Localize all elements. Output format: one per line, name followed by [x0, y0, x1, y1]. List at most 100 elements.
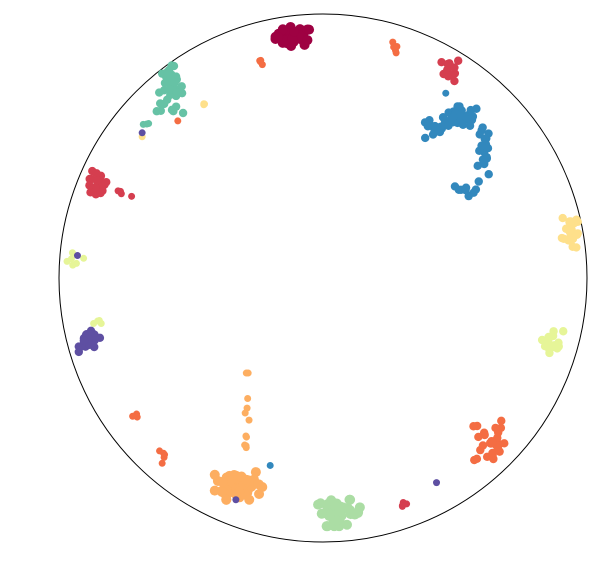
scatter-point — [209, 469, 220, 480]
scatter-point — [242, 432, 250, 440]
scatter-point — [67, 255, 75, 263]
scatter-point — [244, 395, 252, 403]
scatter-point — [128, 192, 136, 200]
scatter-point — [289, 26, 300, 37]
scatter-point — [170, 78, 179, 87]
scatter-point — [442, 89, 450, 97]
scatter-point — [85, 181, 94, 190]
scatter-point — [353, 507, 364, 517]
scatter-point — [537, 335, 547, 345]
scatter-point — [250, 467, 261, 478]
scatter-point — [461, 185, 470, 195]
scatter-point — [332, 515, 342, 526]
scatter-point — [225, 476, 236, 487]
scatter-point — [488, 448, 497, 458]
scatter-point — [159, 86, 169, 95]
scatter-point — [88, 166, 97, 176]
scatter-point — [160, 449, 168, 457]
scatter-point — [69, 261, 77, 269]
scatter-point — [472, 454, 482, 464]
scatter-point — [254, 489, 265, 500]
scatter-point — [158, 459, 166, 467]
points-layer — [63, 21, 582, 532]
scatter-point — [484, 170, 493, 179]
scatter-point — [403, 500, 411, 508]
scatter-point — [73, 252, 81, 260]
scatter-point — [341, 519, 352, 530]
scatter-point — [217, 476, 228, 487]
scatter-point — [174, 117, 182, 125]
scatter-point — [393, 42, 401, 50]
scatter-point — [96, 188, 105, 198]
scatter-point — [156, 99, 165, 108]
scatter-point — [302, 35, 313, 46]
scatter-point — [221, 494, 232, 505]
scatter-point — [482, 154, 492, 163]
scatter-point — [266, 461, 274, 469]
scatter-point — [244, 494, 255, 505]
scatter-point — [200, 101, 208, 109]
scatter-point — [450, 63, 459, 72]
scatter-point — [177, 82, 186, 91]
scatter-point — [444, 121, 453, 130]
scatter-point — [102, 177, 111, 187]
scatter-point — [471, 185, 481, 194]
scatter-point — [565, 226, 575, 235]
scatter-point — [493, 443, 503, 453]
scatter-point — [258, 61, 266, 69]
scatter-point — [334, 504, 345, 515]
scatter-point — [322, 521, 333, 532]
scatter-point — [491, 423, 500, 433]
scatter-point — [169, 107, 178, 116]
scatter-point — [428, 130, 438, 139]
scatter-point — [469, 422, 478, 431]
scatter-point — [455, 102, 464, 111]
scatter-point — [478, 441, 488, 450]
scatter-point — [230, 489, 241, 500]
scatter-point — [558, 213, 567, 223]
scatter-point — [345, 494, 356, 505]
scatter-point — [313, 499, 324, 510]
scatter-point — [242, 369, 250, 377]
scatter-point — [273, 32, 284, 43]
scatter-point — [216, 486, 227, 497]
scatter-point — [559, 327, 568, 336]
scatter-point — [458, 120, 468, 129]
scatter-point — [430, 121, 440, 131]
scatter-point — [466, 114, 476, 124]
scatter-point — [453, 56, 463, 65]
scatter-point — [247, 485, 255, 493]
scatter-point — [473, 161, 482, 171]
scatter-point — [129, 412, 137, 420]
scatter-point — [172, 88, 182, 97]
scatter-point — [449, 112, 458, 122]
scatter-point — [474, 177, 483, 186]
scatter-point — [557, 233, 567, 243]
scatter-point — [241, 441, 249, 449]
scatter-point — [277, 24, 288, 35]
scatter-point — [241, 474, 252, 485]
scatter-point — [94, 317, 102, 325]
scatter-point — [79, 336, 89, 345]
scatter-point — [425, 115, 434, 125]
scatter-point — [472, 104, 481, 113]
scatter-point — [304, 24, 315, 35]
scatter-point — [474, 432, 483, 442]
scatter-point — [80, 254, 88, 262]
scatter-point — [477, 126, 486, 135]
poincare-disk-boundary — [58, 13, 588, 543]
scatter-point — [162, 95, 172, 104]
scatter-point — [92, 176, 102, 185]
scatter-point — [480, 134, 489, 144]
scatter-point — [454, 185, 464, 195]
scatter-point — [241, 409, 249, 417]
scatter-point — [483, 143, 493, 153]
scatter-point — [573, 229, 582, 238]
scatter-point — [178, 108, 188, 118]
scatter-point — [143, 120, 151, 128]
scatter-point — [565, 234, 574, 243]
scatter-point — [316, 508, 327, 519]
scatter-point — [548, 331, 558, 341]
